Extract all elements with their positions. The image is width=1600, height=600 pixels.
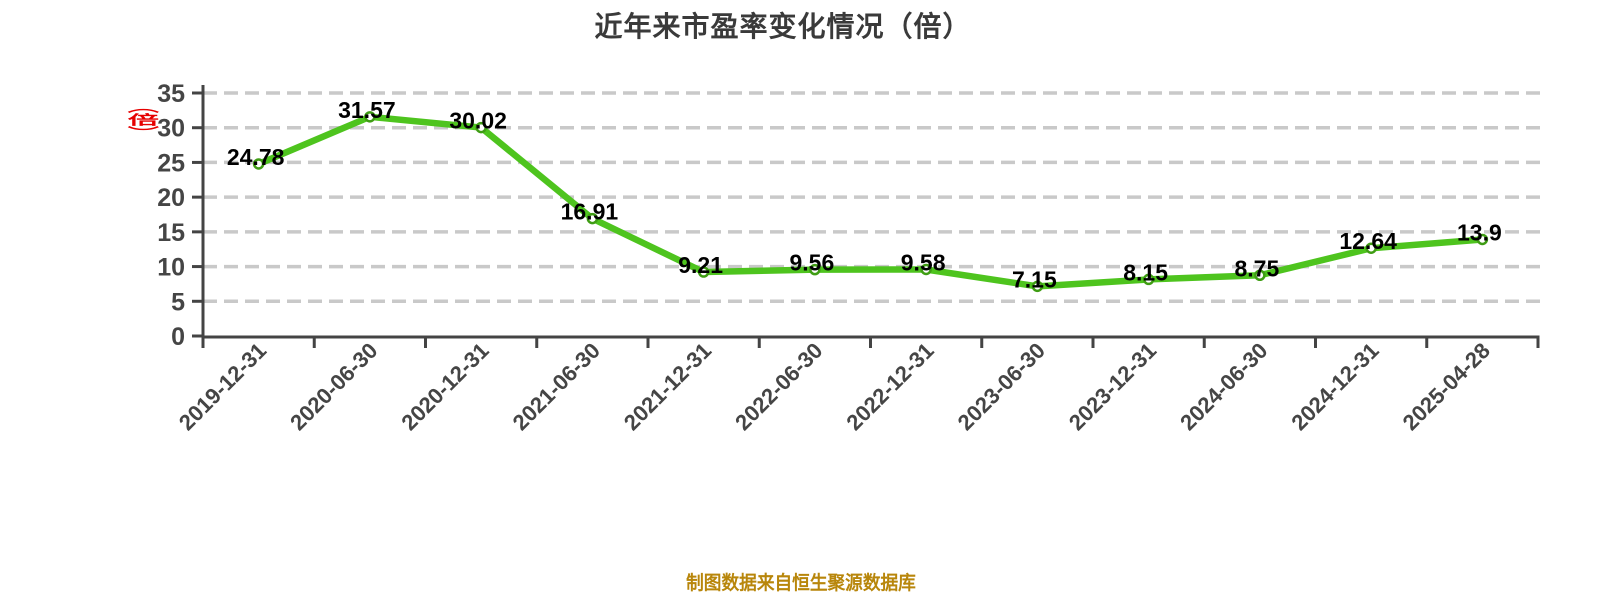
x-tick-label: 2023-12-31 (1064, 338, 1161, 435)
data-point-marker (920, 263, 932, 276)
y-tick-label: 25 (157, 149, 185, 177)
x-tick-label: 2024-06-30 (1175, 338, 1272, 435)
data-point-marker (1142, 273, 1155, 286)
x-tick-label: 2019-12-31 (174, 338, 271, 435)
data-point-marker (1476, 233, 1489, 246)
data-point-value-label: 31.57 (338, 97, 396, 123)
data-point-value-label: 9.21 (678, 252, 723, 278)
pe-ratio-line (255, 113, 1486, 290)
data-point-value-label: 16.91 (561, 199, 619, 225)
y-tick-label: 15 (157, 219, 185, 247)
x-tick-label: 2022-06-30 (730, 338, 827, 435)
x-tick-label: 2023-06-30 (953, 338, 1050, 435)
data-point-value-label: 13.9 (1457, 219, 1502, 245)
x-tick-label: 2020-06-30 (285, 338, 382, 435)
data-point-value-label: 8.15 (1123, 259, 1168, 285)
y-tick-label: 5 (171, 288, 185, 316)
page-title: 近年来市盈率变化情况（倍） (594, 11, 972, 42)
data-point-marker (1254, 269, 1266, 281)
data-point-value-label: 9.58 (901, 249, 946, 275)
data-point-marker (364, 111, 376, 123)
data-source-note: 制图数据来自恒生聚源数据库 (686, 573, 916, 594)
x-tick-label: 2024-12-31 (1286, 338, 1383, 435)
data-point-value-label: 24.78 (227, 144, 285, 170)
x-tick-label: 2021-12-31 (619, 338, 716, 435)
x-tick-label: 2021-06-30 (508, 338, 605, 435)
y-tick-label: 35 (157, 80, 185, 108)
data-point-marker (1031, 280, 1044, 293)
y-axis-unit-label: （倍） (123, 100, 160, 139)
y-tick-label: 10 (157, 254, 185, 282)
data-point-value-label: 8.75 (1234, 255, 1279, 281)
data-point-value-label: 30.02 (449, 108, 507, 134)
x-tick-label: 2022-12-31 (841, 338, 938, 435)
data-point-marker (475, 121, 487, 134)
y-tick-label: 30 (157, 115, 185, 143)
data-point-marker (252, 158, 265, 170)
x-tick-label: 2025-04-28 (1398, 338, 1495, 435)
data-point-value-label: 9.56 (789, 250, 834, 276)
data-point-marker (586, 212, 599, 225)
data-point-value-label: 12.64 (1339, 228, 1397, 254)
y-tick-label: 0 (171, 323, 185, 351)
data-point-marker (697, 266, 710, 278)
x-tick-label: 2020-12-31 (396, 338, 493, 435)
data-point-value-label: 7.15 (1012, 266, 1057, 292)
y-tick-label: 20 (157, 184, 185, 212)
data-point-marker (1365, 242, 1377, 254)
data-point-marker (809, 263, 821, 276)
